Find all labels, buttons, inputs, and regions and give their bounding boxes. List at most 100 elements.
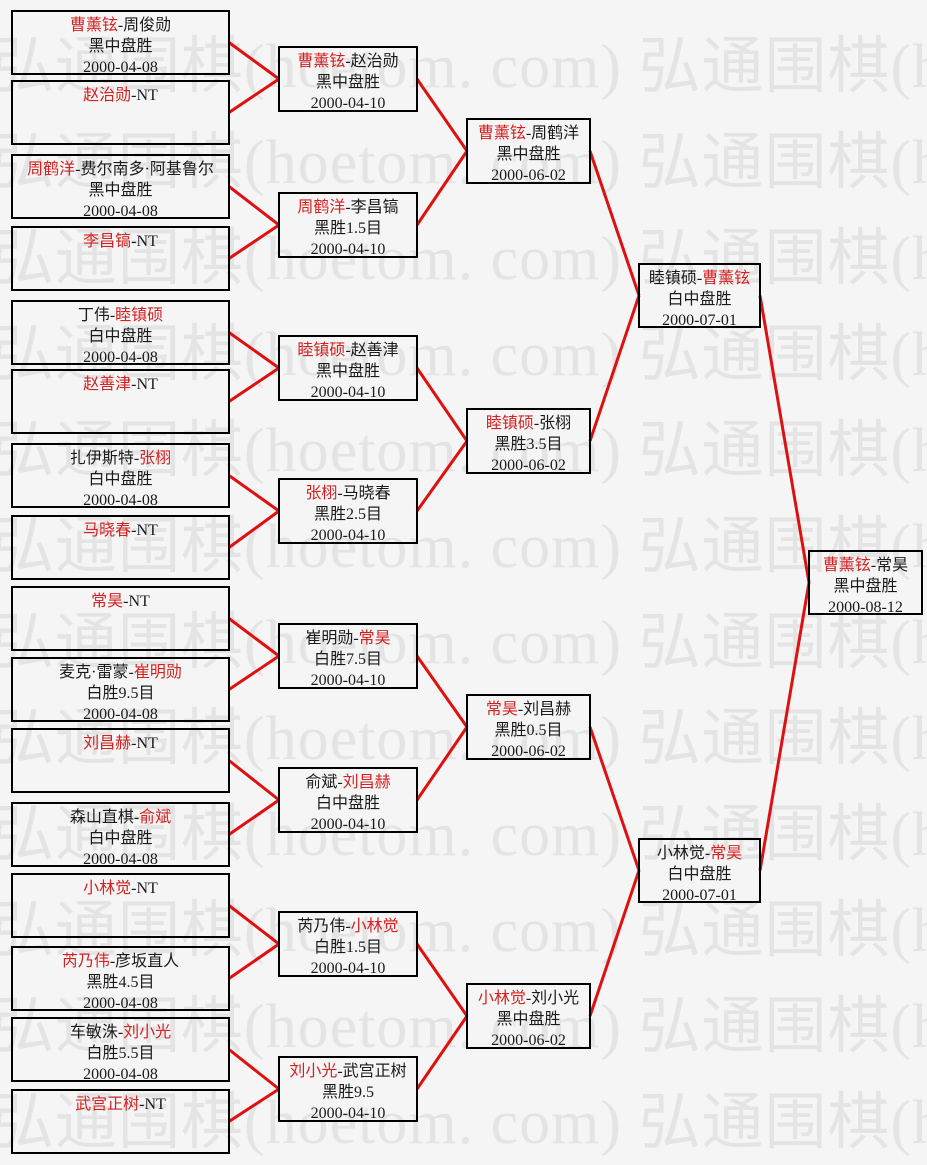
bracket-connector-line (415, 78, 469, 152)
match-box-final: 曹薰铉-常昊 黑中盘胜 2000-08-12 (808, 550, 923, 616)
match-date: 2000-06-02 (491, 743, 566, 760)
bracket-connector-line (415, 726, 469, 801)
pairing-dash: - (117, 1024, 124, 1041)
match-date: 2000-06-02 (491, 1032, 566, 1049)
match-result: 黑胜9.5 (321, 1084, 374, 1101)
match-pairing: 扎伊斯特-张栩 (13, 448, 228, 469)
match-box-quarterfinal: 常昊-刘昌赫黑胜0.5目 2000-06-02 (466, 694, 591, 760)
match-pairing: 常昊-刘昌赫 (468, 699, 589, 720)
pairing-dash: - (131, 233, 137, 250)
match-date: 2000-04-10 (310, 241, 386, 258)
match-pairing: 李昌镐-NT (13, 231, 228, 252)
match-result: 黑胜1.5目 (313, 220, 382, 237)
match-date: 2000-06-02 (491, 167, 566, 184)
winner-name: 周鹤洋 (27, 161, 76, 178)
watermark-text: 弘通围棋(hoetom. com) 弘通围棋(hoetom. com) 弘通围棋… (0, 417, 927, 485)
match-date: 2000-04-10 (310, 95, 386, 112)
match-box-semifinal: 睦镇硕-曹薰铉 白中盘胜 2000-07-01 (638, 263, 761, 329)
match-pairing: 睦镇硕-赵善津 (280, 340, 416, 361)
winner-name: 刘昌赫 (83, 735, 132, 752)
bracket-connector-line (758, 582, 811, 871)
player-name: 芮乃伟 (297, 918, 346, 935)
match-box-first-round: 赵治勋-NT (11, 80, 230, 145)
pairing-dash: - (517, 701, 524, 718)
pairing-dash: - (128, 664, 134, 681)
match-result: 白中盘胜 (315, 795, 380, 812)
bracket-connector-line (228, 185, 280, 227)
match-pairing: 崔明勋-常昊 (280, 628, 416, 649)
match-date: 2000-06-02 (491, 457, 566, 474)
match-pairing: 车敏洙-刘小光 (13, 1022, 228, 1043)
pairing-dash: - (533, 415, 540, 432)
bracket-connector-line (228, 509, 280, 549)
match-box-second-round: 刘小光-武宫正树 黑胜9.5 2000-04-10 (278, 1056, 418, 1122)
pairing-dash: - (131, 522, 137, 539)
player-name: 马晓春 (342, 485, 391, 502)
match-pairing: 麦克·雷蒙-崔明勋 (13, 662, 228, 683)
winner-name: 小林觉 (477, 990, 526, 1007)
bracket-connector-line (415, 1015, 469, 1090)
winner-name: 睦镇硕 (485, 415, 534, 432)
match-box-first-round: 赵善津-NT (11, 369, 230, 434)
match-pairing: 赵善津-NT (13, 374, 228, 395)
bracket-connector-line (415, 655, 469, 728)
match-date: 2000-04-10 (310, 816, 386, 833)
match-box-second-round: 崔明勋-常昊 白胜7.5目 2000-04-10 (278, 623, 418, 689)
bracket-connector-line (588, 870, 641, 1017)
match-result: 黑胜3.5目 (494, 436, 563, 453)
winner-name: 周鹤洋 (297, 199, 346, 216)
winner-name: 常昊 (710, 845, 743, 862)
match-result: 黑胜0.5目 (494, 722, 563, 739)
match-pairing: 丁伟-睦镇硕 (13, 305, 228, 326)
match-box-first-round: 马晓春-NT (11, 515, 230, 580)
match-result: 白中盘胜 (88, 471, 153, 488)
match-box-first-round: 武宫正树-NT (11, 1089, 230, 1154)
pairing-dash: - (75, 161, 81, 178)
bracket-connector-line (588, 295, 641, 442)
player-name: NT (144, 1096, 166, 1113)
match-box-semifinal: 小林觉-常昊 白中盘胜 2000-07-01 (638, 838, 761, 904)
player-name: 赵治勋 (350, 53, 399, 70)
match-pairing: 小林觉-NT (13, 878, 228, 899)
watermark-text: 弘通围棋(hoetom. com) 弘通围棋(hoetom. com) 弘通围棋… (0, 801, 927, 869)
bracket-connector-line (228, 798, 280, 836)
match-box-second-round: 俞斌-刘昌赫 白中盘胜 2000-04-10 (278, 767, 418, 833)
player-name: 森山直棋 (69, 809, 134, 826)
match-date: 2000-04-10 (310, 384, 386, 401)
match-date: 2000-04-08 (83, 492, 158, 509)
bracket-connector-line (758, 295, 811, 583)
player-name: 刘小光 (531, 990, 580, 1007)
match-result: 黑中盘胜 (496, 1011, 561, 1028)
match-result: 白胜5.5目 (86, 1045, 155, 1062)
winner-name: 马晓春 (83, 522, 132, 539)
match-box-first-round: 常昊-NT (11, 586, 230, 651)
player-name: 武宫正树 (342, 1063, 407, 1080)
match-box-first-round: 森山直棋-俞斌 白中盘胜 2000-04-08 (11, 802, 230, 868)
pairing-dash: - (337, 485, 343, 502)
player-name: 扎伊斯特 (69, 450, 134, 467)
winner-name: 武宫正树 (75, 1096, 140, 1113)
winner-name: 小林觉 (350, 918, 399, 935)
pairing-dash: - (870, 557, 877, 574)
match-box-first-round: 刘昌赫-NT (11, 728, 230, 793)
match-result: 白胜7.5目 (313, 651, 382, 668)
pairing-dash: - (345, 53, 351, 70)
winner-name: 曹薰铉 (477, 125, 526, 142)
match-pairing: 周鹤洋-李昌镐 (280, 197, 416, 218)
bracket-connector-line (228, 617, 280, 658)
match-date: 2000-07-01 (662, 312, 737, 329)
match-box-second-round: 睦镇硕-赵善津 黑中盘胜 2000-04-10 (278, 335, 418, 401)
pairing-dash: - (117, 17, 124, 34)
match-date: 2000-04-08 (83, 995, 158, 1012)
match-result: 黑中盘胜 (88, 38, 153, 55)
watermark-text: 弘通围棋(hoetom. com) 弘通围棋(hoetom. com) 弘通围棋… (0, 897, 927, 965)
bracket-connector-line (228, 904, 280, 946)
player-name: 刘昌赫 (523, 701, 572, 718)
match-pairing: 赵治勋-NT (13, 85, 228, 106)
match-date: 2000-04-10 (310, 1105, 386, 1122)
match-date: 2000-04-08 (83, 59, 158, 76)
player-name: 俞斌 (305, 774, 338, 791)
player-name: 赵善津 (350, 342, 399, 359)
pairing-dash: - (353, 630, 359, 647)
